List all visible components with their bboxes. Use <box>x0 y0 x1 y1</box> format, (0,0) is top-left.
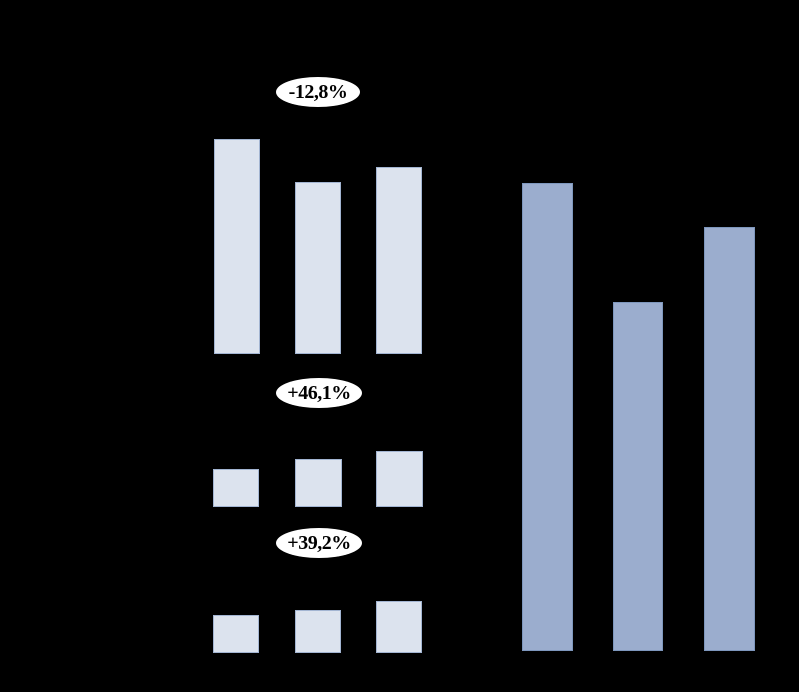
left-middle-cluster-bar-3 <box>376 451 423 507</box>
left-middle-cluster-bar-1 <box>213 469 259 507</box>
left-bottom-cluster-bar-1 <box>213 615 259 653</box>
left-bottom-cluster-bar-2 <box>295 610 341 653</box>
left-middle-cluster-bar-2 <box>295 459 342 507</box>
left-middle-cluster-annotation-oval: +46,1% <box>276 378 362 408</box>
left-top-cluster-bar-2 <box>295 182 341 354</box>
right-cluster-bar-2 <box>613 302 663 651</box>
left-bottom-cluster-bar-3 <box>376 601 422 653</box>
right-cluster-bar-3 <box>704 227 755 651</box>
left-bottom-cluster-annotation-oval: +39,2% <box>276 528 362 558</box>
left-top-cluster-bar-3 <box>376 167 422 354</box>
right-cluster-bar-1 <box>522 183 573 651</box>
left-top-cluster-annotation-oval: -12,8% <box>276 77 360 107</box>
left-top-cluster-bar-1 <box>214 139 260 354</box>
